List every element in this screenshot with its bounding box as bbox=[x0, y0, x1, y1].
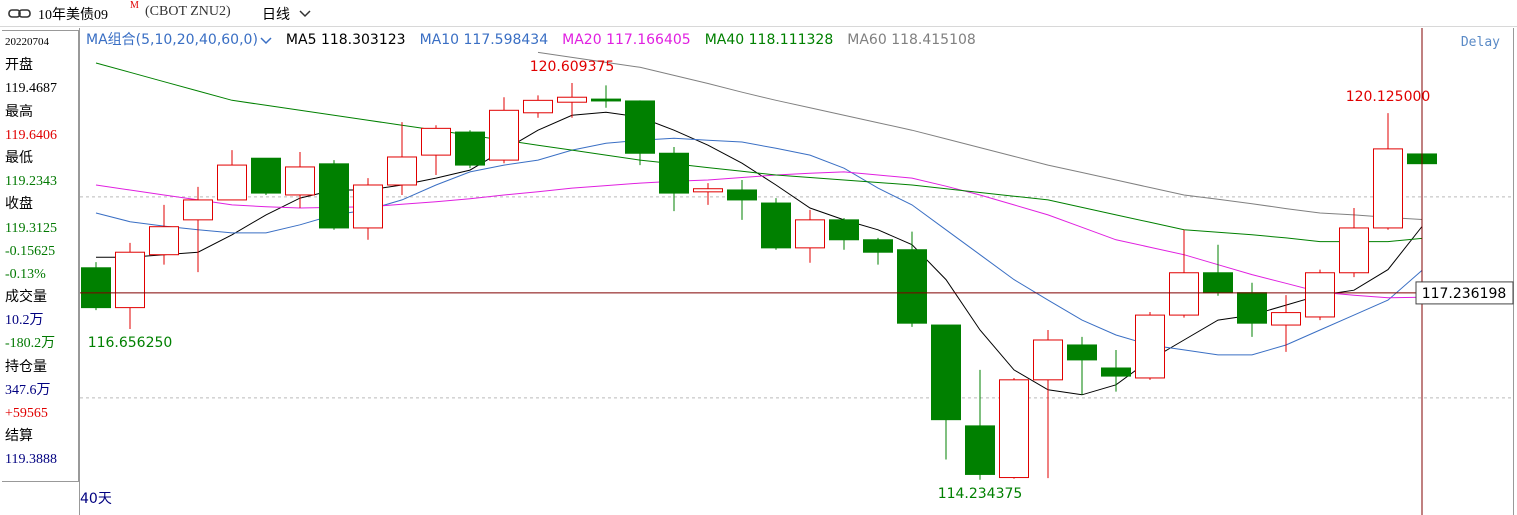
info-item: 最高 bbox=[5, 104, 33, 120]
candle-body bbox=[217, 164, 247, 201]
ma-line bbox=[95, 137, 1423, 356]
info-item: 收盘 bbox=[5, 197, 33, 213]
info-item: +59565 bbox=[5, 406, 48, 421]
ma-line bbox=[95, 62, 1423, 243]
info-item: 持仓量 bbox=[5, 359, 47, 375]
candle-body bbox=[353, 184, 383, 229]
crosshair-label: 117.236198 bbox=[1422, 286, 1507, 302]
candle-body bbox=[1169, 272, 1199, 316]
candle-body bbox=[1305, 272, 1335, 318]
extreme-label: 116.656250 bbox=[88, 335, 173, 351]
instrument-title[interactable]: 10年美债09 bbox=[38, 8, 108, 23]
toolbar: 10年美债09 M (CBOT ZNU2) 日线 bbox=[0, 0, 1517, 27]
legend-entry: MA60 118.415108 bbox=[847, 30, 976, 50]
candle-body bbox=[829, 219, 859, 241]
legend-name: MA20 bbox=[562, 32, 602, 48]
period-selector[interactable]: 日线 bbox=[262, 8, 290, 23]
legend-value: 118.303123 bbox=[320, 32, 406, 48]
info-item: 10.2万 bbox=[5, 313, 44, 329]
candle-body bbox=[659, 152, 689, 194]
candle-body bbox=[183, 199, 213, 221]
candle-body bbox=[1339, 227, 1369, 274]
candle-body bbox=[115, 251, 145, 309]
info-panel: 20220704 开盘 119.4687 最高 119.6406 最低 119.2343 收盘… bbox=[2, 30, 79, 482]
candle-body bbox=[625, 100, 655, 154]
candle-body bbox=[1033, 339, 1063, 381]
info-item: 20220704 bbox=[5, 36, 49, 48]
legend-value: 117.166405 bbox=[606, 32, 691, 48]
candle-body bbox=[489, 109, 519, 161]
candle-body bbox=[1373, 148, 1403, 229]
candle-body bbox=[421, 127, 451, 156]
candle-body bbox=[1237, 292, 1267, 324]
legend-name: MA10 bbox=[419, 32, 460, 48]
candle-body bbox=[591, 98, 621, 102]
info-item: -0.15625 bbox=[5, 243, 56, 259]
period-count: 40天 bbox=[80, 491, 112, 507]
candle-body bbox=[1101, 367, 1131, 377]
info-item: 119.3125 bbox=[5, 220, 57, 236]
instrument-code: (CBOT ZNU2) bbox=[145, 4, 231, 19]
legend-entry: MA40 118.111328 bbox=[705, 30, 834, 50]
legend-name: MA40 bbox=[704, 32, 745, 48]
ma-line bbox=[96, 111, 1423, 396]
candle-body bbox=[727, 189, 757, 201]
candle-body bbox=[1135, 314, 1165, 379]
candle-body bbox=[557, 96, 587, 103]
candle-body bbox=[1067, 344, 1097, 361]
candle-body bbox=[795, 219, 825, 249]
legend-name: MA60 bbox=[847, 32, 887, 48]
candle-body bbox=[1203, 272, 1233, 294]
info-item: 347.6万 bbox=[5, 382, 51, 398]
info-item: 119.6406 bbox=[5, 127, 57, 143]
candle-body bbox=[285, 166, 315, 196]
legend-name: MA5 bbox=[285, 32, 317, 48]
info-item: 成交量 bbox=[5, 290, 47, 306]
badge: M bbox=[130, 0, 139, 11]
dropdown-arrow[interactable] bbox=[299, 9, 311, 19]
info-item: -180.2万 bbox=[5, 336, 56, 352]
extreme-label: 120.125000 bbox=[1346, 89, 1431, 105]
crosshair-label-box bbox=[1415, 281, 1514, 305]
legend-value: 118.111328 bbox=[748, 32, 834, 48]
extreme-label: 120.609375 bbox=[530, 59, 615, 75]
candle-body bbox=[523, 99, 553, 114]
info-item: -0.13% bbox=[5, 266, 46, 282]
candle-body bbox=[387, 156, 417, 186]
link-icon bbox=[8, 9, 31, 18]
candle-body bbox=[455, 131, 485, 166]
legend-entry: MA10 117.598434 bbox=[420, 30, 549, 50]
legend-value: 118.415108 bbox=[891, 32, 976, 48]
candle-body bbox=[1271, 312, 1301, 326]
candle-body bbox=[319, 163, 349, 229]
candle-body bbox=[965, 425, 995, 475]
info-item: 119.3888 bbox=[5, 452, 57, 468]
legend-entry: MA20 117.166405 bbox=[562, 30, 691, 50]
candle-body bbox=[251, 157, 281, 194]
candle-body bbox=[81, 267, 111, 309]
candle-body bbox=[149, 226, 179, 256]
info-item: 最低 bbox=[5, 150, 33, 166]
delay-label: Delay bbox=[1461, 35, 1500, 50]
ma-selector[interactable]: MA组合(5,10,20,40,60,0) bbox=[86, 32, 258, 48]
info-item: 结算 bbox=[5, 429, 33, 445]
info-item: 119.4687 bbox=[5, 81, 57, 97]
legend: MA组合(5,10,20,40,60,0) MA5 118.303123 MA10 … bbox=[86, 30, 976, 50]
dropdown-arrow[interactable] bbox=[260, 30, 272, 50]
candle-body bbox=[931, 324, 961, 421]
ma-line bbox=[95, 171, 1423, 299]
ma-line bbox=[537, 51, 1423, 220]
legend-value: 117.598434 bbox=[463, 32, 549, 48]
candle-body bbox=[897, 249, 927, 324]
info-item: 开盘 bbox=[5, 58, 33, 74]
candle-body bbox=[693, 188, 723, 193]
info-item: 119.2343 bbox=[5, 174, 57, 190]
candle-body bbox=[863, 239, 893, 253]
candle-body bbox=[761, 202, 791, 249]
extreme-label: 114.234375 bbox=[938, 486, 1023, 502]
legend-entry: MA5 118.303123 bbox=[286, 30, 406, 50]
candle-body bbox=[999, 379, 1029, 479]
